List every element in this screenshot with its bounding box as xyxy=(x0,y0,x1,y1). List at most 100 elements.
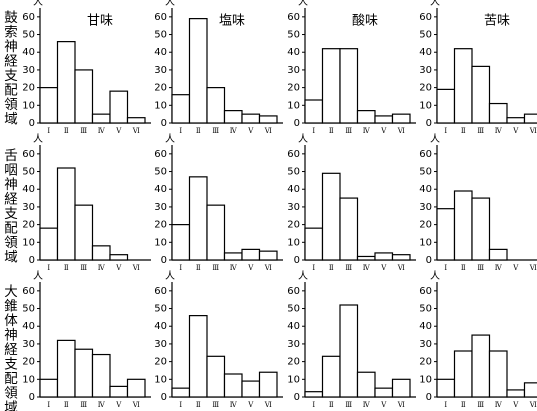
x-tick-label: Ⅰ xyxy=(179,401,182,409)
x-tick-label: Ⅰ xyxy=(47,401,50,409)
bar xyxy=(258,250,278,261)
chart-title: 酸味 xyxy=(352,14,378,29)
bar xyxy=(339,197,359,261)
x-tick-label: Ⅵ xyxy=(132,401,140,409)
x-tick-label: Ⅲ xyxy=(345,127,352,135)
y-tick-label: 0 xyxy=(426,392,432,403)
x-tick-label: Ⅲ xyxy=(477,401,484,409)
x-tick-label: Ⅰ xyxy=(47,264,50,272)
bar xyxy=(56,41,76,124)
x-tick-label: Ⅲ xyxy=(212,127,219,135)
x-tick-label: Ⅴ xyxy=(115,127,122,135)
y-tick-label: 0 xyxy=(294,118,300,129)
x-tick-label: Ⅱ xyxy=(461,401,466,409)
y-tick-label: 20 xyxy=(154,357,167,368)
bar xyxy=(453,190,473,261)
bar xyxy=(321,172,341,261)
x-tick-label: Ⅰ xyxy=(312,264,315,272)
x-tick-label: Ⅰ xyxy=(179,127,182,135)
y-axis-label: 人 xyxy=(165,270,175,282)
x-tick-label: Ⅲ xyxy=(477,264,484,272)
y-tick-label: 50 xyxy=(22,304,35,315)
bar xyxy=(39,227,59,261)
bar xyxy=(374,252,394,261)
bar xyxy=(488,248,508,261)
y-tick-label: 20 xyxy=(419,83,432,94)
chart-title: 塩味 xyxy=(219,14,245,29)
y-tick-label: 60 xyxy=(419,149,432,160)
x-tick-label: Ⅴ xyxy=(115,401,122,409)
y-tick-label: 50 xyxy=(22,30,35,41)
y-axis-label: 人 xyxy=(298,133,308,145)
bar xyxy=(374,115,394,124)
y-tick-label: 50 xyxy=(287,167,300,178)
bar xyxy=(188,315,208,398)
bar xyxy=(109,90,129,124)
y-tick-label: 30 xyxy=(419,339,432,350)
bar xyxy=(356,255,376,261)
x-tick-label: Ⅵ xyxy=(397,264,405,272)
x-tick-label: Ⅳ xyxy=(495,264,503,272)
bar xyxy=(91,245,111,261)
bar xyxy=(171,387,191,398)
x-tick-label: Ⅰ xyxy=(179,264,182,272)
x-tick-label: Ⅱ xyxy=(64,127,69,135)
x-tick-label: Ⅱ xyxy=(461,127,466,135)
bar xyxy=(506,117,526,124)
x-tick-label: Ⅱ xyxy=(64,401,69,409)
bar xyxy=(453,350,473,398)
bar xyxy=(471,197,491,261)
y-tick-label: 10 xyxy=(22,374,35,385)
bar xyxy=(453,48,473,124)
y-tick-label: 0 xyxy=(426,255,432,266)
x-tick-label: Ⅳ xyxy=(363,127,371,135)
x-tick-label: Ⅳ xyxy=(230,264,238,272)
y-tick-label: 30 xyxy=(419,202,432,213)
y-tick-label: 60 xyxy=(287,286,300,297)
x-tick-label: Ⅲ xyxy=(80,127,87,135)
bar xyxy=(74,69,94,124)
bar xyxy=(321,355,341,398)
bar xyxy=(91,353,111,398)
y-tick-label: 0 xyxy=(161,118,167,129)
y-axis-label: 人 xyxy=(33,270,43,282)
y-tick-label: 0 xyxy=(294,392,300,403)
x-tick-label: Ⅲ xyxy=(212,264,219,272)
bar xyxy=(109,385,129,398)
y-axis-label: 人 xyxy=(33,133,43,145)
x-tick-label: Ⅲ xyxy=(80,264,87,272)
bar xyxy=(471,334,491,398)
y-axis-label: 人 xyxy=(430,270,440,282)
y-tick-label: 20 xyxy=(287,83,300,94)
bar xyxy=(109,254,129,261)
x-tick-label: Ⅴ xyxy=(247,127,254,135)
x-tick-label: Ⅰ xyxy=(444,264,447,272)
x-tick-label: Ⅳ xyxy=(363,401,371,409)
bar xyxy=(74,348,94,398)
bar xyxy=(126,378,146,398)
bar xyxy=(391,254,411,261)
y-tick-label: 20 xyxy=(154,83,167,94)
x-tick-label: Ⅴ xyxy=(380,401,387,409)
x-tick-label: Ⅵ xyxy=(529,401,537,409)
x-tick-label: Ⅰ xyxy=(312,127,315,135)
y-tick-label: 60 xyxy=(287,12,300,23)
bar xyxy=(39,378,59,398)
bar xyxy=(91,113,111,124)
row-label: 舌咽神経支配領域 xyxy=(1,148,18,264)
y-tick-label: 30 xyxy=(154,202,167,213)
bar xyxy=(436,378,456,398)
y-tick-label: 40 xyxy=(287,321,300,332)
y-axis-label: 人 xyxy=(298,270,308,282)
x-tick-label: Ⅳ xyxy=(230,401,238,409)
y-axis-label: 人 xyxy=(165,133,175,145)
x-tick-label: Ⅴ xyxy=(512,264,519,272)
x-tick-label: Ⅵ xyxy=(397,127,405,135)
bar xyxy=(304,391,324,398)
y-tick-label: 10 xyxy=(154,100,167,111)
row-label: 鼓索神経支配領域 xyxy=(1,10,18,126)
x-tick-label: Ⅱ xyxy=(196,127,201,135)
bar xyxy=(171,224,191,261)
bar xyxy=(223,252,243,261)
y-tick-label: 40 xyxy=(287,184,300,195)
